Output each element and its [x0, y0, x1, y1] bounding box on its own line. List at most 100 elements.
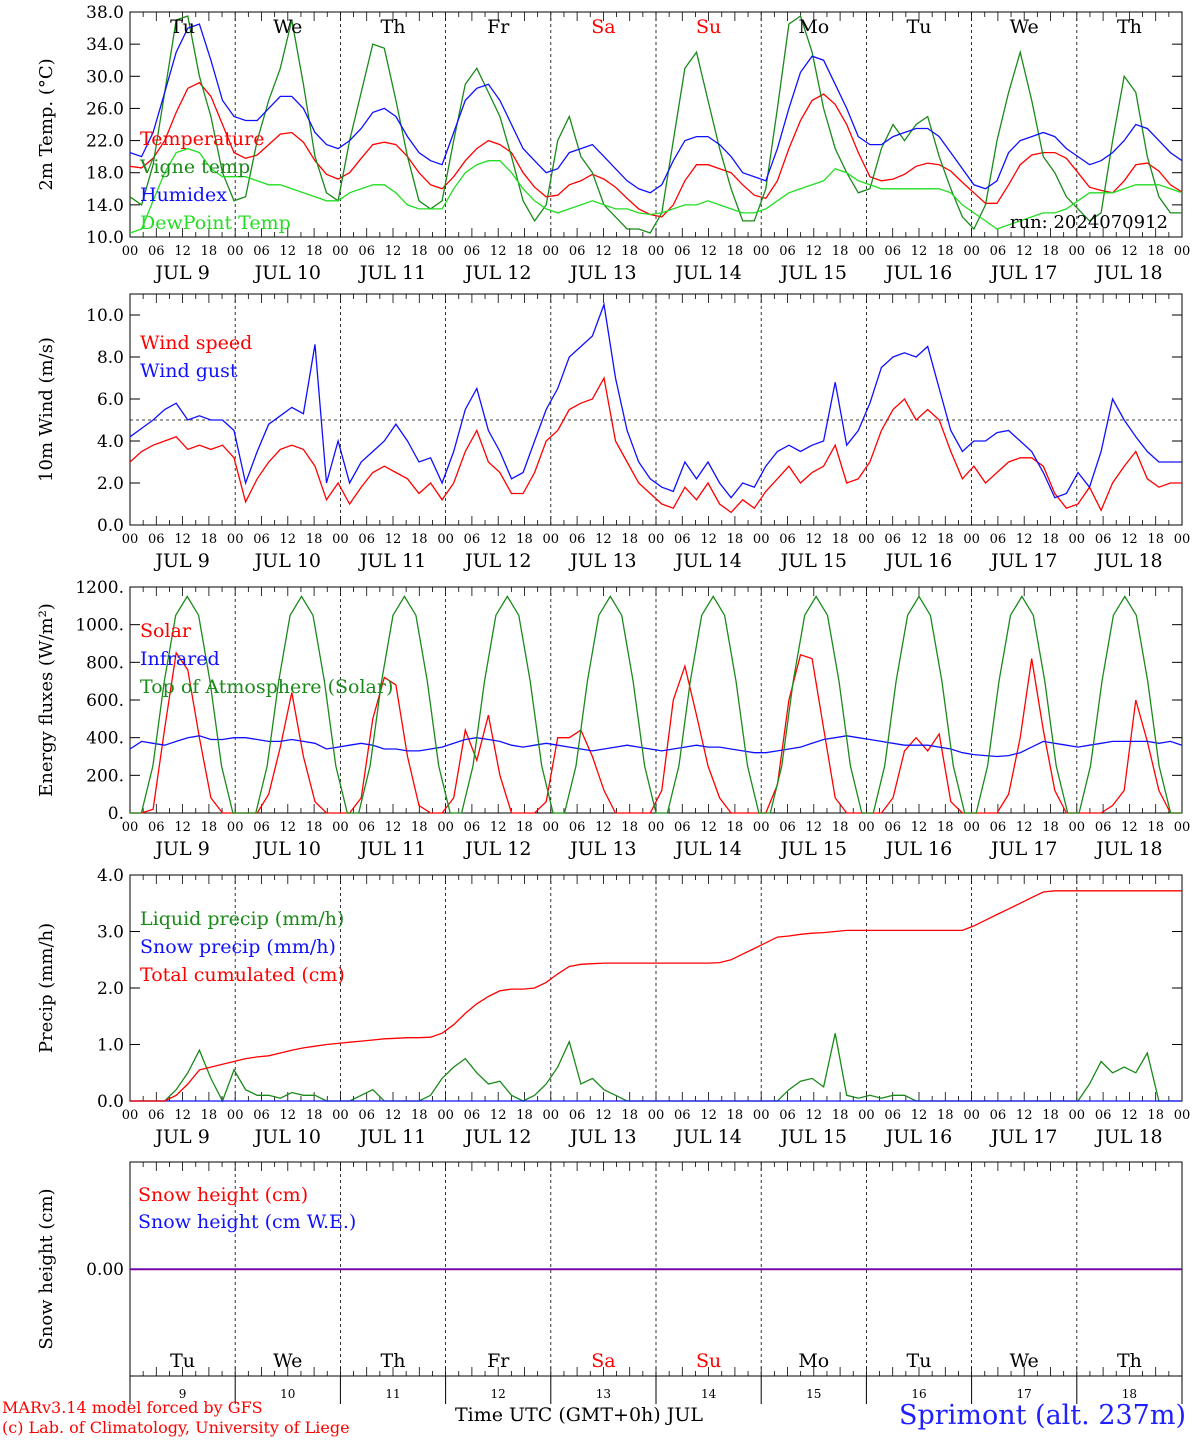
- hour-tick-label: 06: [884, 1108, 901, 1123]
- day-abbr-label: Tu: [170, 16, 195, 38]
- hour-tick-label: 00: [1069, 1108, 1086, 1123]
- day-abbr-label: Mo: [798, 1350, 829, 1372]
- hour-tick-label: 12: [911, 820, 928, 835]
- day-abbr-label: We: [273, 16, 302, 38]
- hour-tick-label: 12: [280, 1108, 297, 1123]
- hour-tick-label: 18: [1147, 820, 1164, 835]
- hour-tick-label: 00: [963, 820, 980, 835]
- hour-tick-label: 18: [727, 532, 744, 547]
- hour-tick-label: 06: [884, 820, 901, 835]
- hour-tick-label: 00: [858, 532, 875, 547]
- legend-entry: Snow height (cm): [138, 1184, 308, 1206]
- y-tick-label: 10.0: [86, 306, 124, 326]
- hour-tick-label: 00: [648, 532, 665, 547]
- hour-tick-label: 06: [148, 820, 165, 835]
- y-tick-label: 34.0: [86, 35, 124, 55]
- hour-tick-label: 12: [700, 820, 717, 835]
- day-number-label: 10: [280, 1387, 295, 1401]
- y-axis-label: 2m Temp. (°C): [36, 58, 57, 190]
- y-tick-label: 0.0: [97, 516, 124, 536]
- panel-1: 10.0 14.0 18.0 22.0 26.0 30.0 34.0 38.0 2m Temp.…: [36, 3, 1190, 284]
- hour-tick-label: 00: [963, 1108, 980, 1123]
- model-credit-line2: (c) Lab. of Climatology, University of L…: [2, 1418, 350, 1437]
- y-tick-label: 0.00: [86, 1260, 124, 1280]
- hour-tick-label: 18: [832, 244, 849, 259]
- y-tick-label: 600.: [86, 691, 124, 711]
- hour-tick-label: 12: [490, 1108, 507, 1123]
- date-label: JUL 12: [463, 1126, 531, 1148]
- hour-tick-label: 00: [1174, 244, 1191, 259]
- day-number-label: 13: [596, 1387, 611, 1401]
- hour-tick-label: 06: [1095, 820, 1112, 835]
- date-label: JUL 15: [779, 838, 847, 860]
- hour-tick-label: 12: [280, 532, 297, 547]
- hour-tick-label: 00: [543, 1108, 560, 1123]
- hour-tick-label: 00: [1069, 820, 1086, 835]
- date-label: JUL 14: [673, 550, 741, 572]
- y-tick-label: 8.0: [97, 348, 124, 368]
- hour-tick-label: 12: [490, 820, 507, 835]
- hour-tick-label: 12: [911, 1108, 928, 1123]
- legend-entry: Infrared: [140, 648, 220, 670]
- hour-tick-label: 12: [595, 532, 612, 547]
- date-label: JUL 16: [884, 838, 952, 860]
- hour-tick-label: 12: [911, 532, 928, 547]
- y-tick-label: 4.0: [97, 866, 124, 886]
- hour-tick-label: 06: [990, 820, 1007, 835]
- series-line: [130, 651, 1182, 814]
- legend-entry: Wind speed: [140, 332, 252, 354]
- legend-entry: Temperature: [140, 128, 264, 150]
- day-number-label: 11: [385, 1387, 400, 1401]
- hour-tick-label: 00: [648, 1108, 665, 1123]
- hour-tick-label: 00: [858, 1108, 875, 1123]
- y-tick-label: 1200.: [75, 578, 124, 598]
- series-line: [130, 595, 1182, 814]
- panel-2: 0.0 2.0 4.0 6.0 8.0 10.0 10m Wind (m/s) Wind sp…: [36, 293, 1190, 572]
- hour-tick-label: 18: [727, 1108, 744, 1123]
- hour-tick-label: 18: [937, 532, 954, 547]
- hour-tick-label: 18: [832, 820, 849, 835]
- hour-tick-label: 18: [411, 244, 428, 259]
- date-label: JUL 18: [1094, 1126, 1162, 1148]
- hour-tick-label: 06: [358, 1108, 375, 1123]
- day-number-label: 12: [491, 1387, 506, 1401]
- hour-tick-label: 00: [122, 244, 139, 259]
- hour-tick-label: 06: [569, 820, 586, 835]
- hour-tick-label: 12: [490, 532, 507, 547]
- hour-tick-label: 00: [437, 532, 454, 547]
- hour-tick-label: 06: [464, 532, 481, 547]
- day-abbr-label: Fr: [487, 1350, 510, 1372]
- date-label: JUL 18: [1094, 838, 1162, 860]
- hour-tick-label: 18: [516, 1108, 533, 1123]
- hour-tick-label: 06: [674, 1108, 691, 1123]
- hour-tick-label: 12: [385, 1108, 402, 1123]
- day-abbr-label: Tu: [170, 1350, 195, 1372]
- hour-tick-label: 12: [385, 244, 402, 259]
- hour-tick-label: 18: [1042, 1108, 1059, 1123]
- date-label: JUL 17: [989, 550, 1057, 572]
- hour-tick-label: 12: [700, 244, 717, 259]
- hour-tick-label: 12: [595, 1108, 612, 1123]
- hour-tick-label: 06: [884, 532, 901, 547]
- hour-tick-label: 12: [806, 532, 823, 547]
- hour-tick-label: 00: [332, 820, 349, 835]
- day-abbr-label: Sa: [591, 16, 615, 38]
- legend-entry: Liquid precip (mm/h): [140, 908, 344, 930]
- date-label: JUL 14: [673, 1126, 741, 1148]
- legend-entry: Wind gust: [140, 360, 238, 382]
- hour-tick-label: 18: [727, 820, 744, 835]
- hour-tick-label: 18: [937, 1108, 954, 1123]
- date-label: JUL 10: [253, 262, 321, 284]
- hour-tick-label: 00: [332, 532, 349, 547]
- hour-tick-label: 06: [253, 1108, 270, 1123]
- date-label: JUL 10: [253, 550, 321, 572]
- hour-tick-label: 06: [674, 820, 691, 835]
- hour-tick-label: 12: [174, 532, 191, 547]
- day-abbr-label: We: [273, 1350, 302, 1372]
- hour-tick-label: 18: [411, 532, 428, 547]
- hour-tick-label: 00: [1069, 244, 1086, 259]
- hour-tick-label: 06: [464, 820, 481, 835]
- hour-tick-label: 12: [1121, 532, 1138, 547]
- date-label: JUL 17: [989, 838, 1057, 860]
- hour-tick-label: 00: [227, 820, 244, 835]
